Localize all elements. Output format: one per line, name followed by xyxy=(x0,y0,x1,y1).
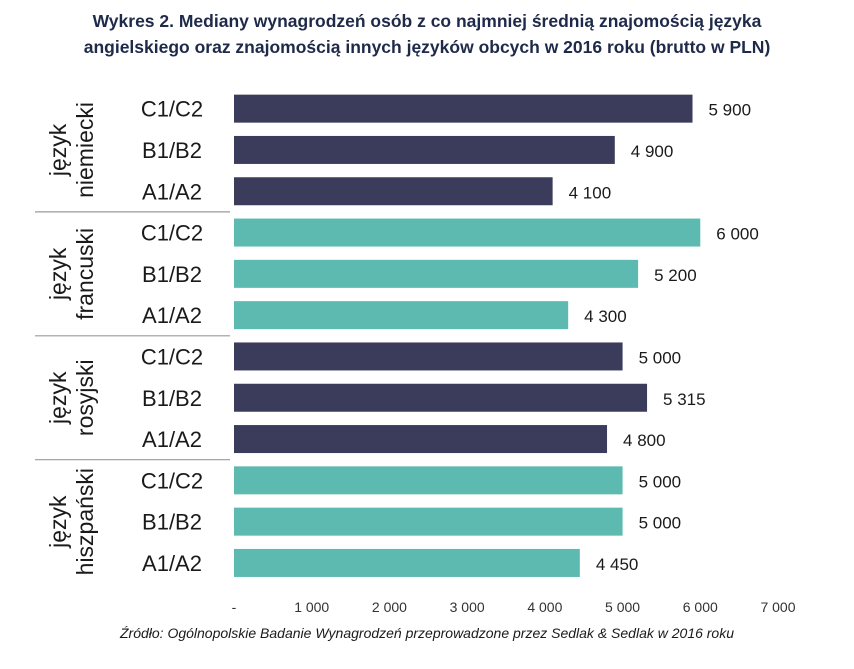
category-label: C1/C2 xyxy=(141,468,203,493)
category-label: B1/B2 xyxy=(142,262,202,287)
data-label: 5 000 xyxy=(639,348,682,367)
group-label: językhiszpański xyxy=(45,468,98,575)
bar xyxy=(234,425,608,454)
category-label: C1/C2 xyxy=(141,221,203,246)
bar xyxy=(234,301,569,330)
data-label: 4 300 xyxy=(584,307,627,326)
x-tick-label: 7 000 xyxy=(760,599,795,615)
data-label: 4 450 xyxy=(596,555,639,574)
data-label: 5 900 xyxy=(709,101,752,120)
data-label: 4 800 xyxy=(623,431,666,450)
x-tick-label: 4 000 xyxy=(527,599,562,615)
category-label: C1/C2 xyxy=(141,344,203,369)
x-tick-label: 5 000 xyxy=(605,599,640,615)
data-label: 5 000 xyxy=(639,514,682,533)
chart-title-line-1: Wykres 2. Mediany wynagrodzeń osób z co … xyxy=(92,11,762,31)
category-label: A1/A2 xyxy=(142,427,202,452)
category-label: A1/A2 xyxy=(142,551,202,576)
bar xyxy=(234,507,623,536)
bar xyxy=(234,218,701,247)
data-label: 4 100 xyxy=(569,183,612,202)
x-tick-label: 2 000 xyxy=(372,599,407,615)
data-label: 4 900 xyxy=(631,142,674,161)
bar xyxy=(234,466,623,495)
data-label: 5 000 xyxy=(639,472,682,491)
bar xyxy=(234,259,639,288)
chart-title-line-2: angielskiego oraz znajomością innych jęz… xyxy=(83,37,771,57)
group-label: językrosyjski xyxy=(45,359,98,436)
data-label: 5 315 xyxy=(663,390,706,409)
bar xyxy=(234,135,615,164)
bar xyxy=(234,177,553,206)
data-label: 6 000 xyxy=(716,225,759,244)
category-label: C1/C2 xyxy=(141,97,203,122)
x-tick-label: 6 000 xyxy=(683,599,718,615)
category-label: B1/B2 xyxy=(142,510,202,535)
bar xyxy=(234,383,648,412)
x-tick-label: 3 000 xyxy=(450,599,485,615)
bar xyxy=(234,342,623,371)
source-note: Źródło: Ogólnopolskie Badanie Wynagrodze… xyxy=(119,625,735,641)
chart-title: Wykres 2. Mediany wynagrodzeń osób z co … xyxy=(0,8,854,60)
group-label: językfrancuski xyxy=(45,228,98,320)
x-tick-label: 1 000 xyxy=(294,599,329,615)
category-label: B1/B2 xyxy=(142,386,202,411)
category-label: A1/A2 xyxy=(142,303,202,328)
x-tick-label: - xyxy=(232,599,237,615)
bar xyxy=(234,94,693,123)
category-label: B1/B2 xyxy=(142,138,202,163)
group-label: językniemiecki xyxy=(45,102,98,198)
bar xyxy=(234,548,580,577)
category-label: A1/A2 xyxy=(142,179,202,204)
data-label: 5 200 xyxy=(654,266,697,285)
